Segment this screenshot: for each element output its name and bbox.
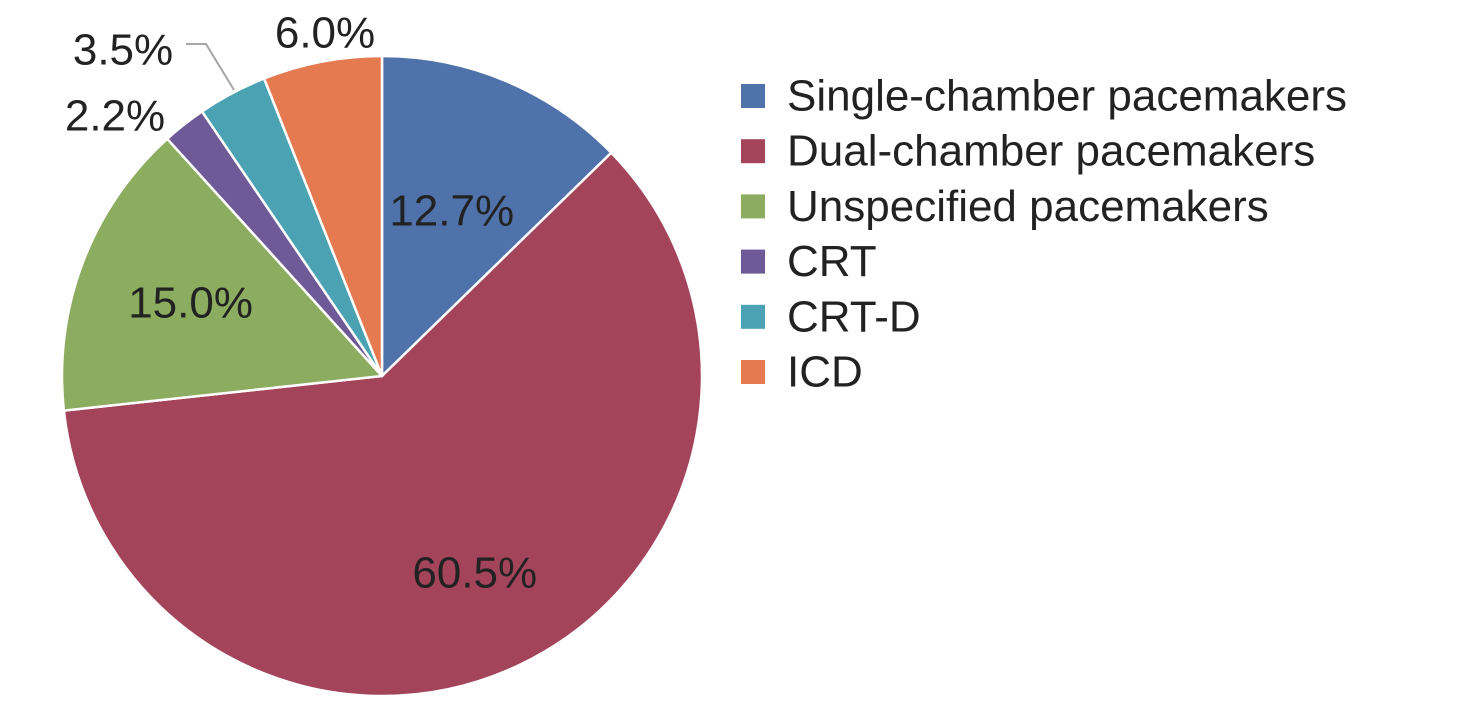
legend-item-dual-chamber-pacemakers: Dual-chamber pacemakers — [741, 127, 1315, 176]
data-label-crt-d: 3.5% — [73, 26, 173, 75]
legend-swatch-crt-d — [741, 304, 765, 329]
pie-slices — [60, 54, 704, 698]
legend-label-dual-chamber-pacemakers: Dual-chamber pacemakers — [787, 127, 1315, 176]
data-label-crt: 2.2% — [65, 92, 165, 141]
pie-slice-icd — [262, 54, 384, 378]
leader-lines — [186, 43, 235, 91]
legend: Single-chamber pacemakers Dual-chamber pa… — [741, 72, 1347, 397]
legend-label-unspecified-pacemakers: Unspecified pacemakers — [787, 182, 1269, 231]
data-label-single-chamber-pacemakers: 12.7% — [389, 186, 514, 235]
data-label-icd: 6.0% — [275, 9, 375, 58]
data-labels: 12.7% 60.5% 15.0% 2.2% 3.5% 6.0% — [65, 9, 537, 598]
legend-label-crt-d: CRT-D — [787, 292, 921, 341]
legend-swatch-icd — [741, 360, 765, 384]
legend-label-icd: ICD — [787, 348, 863, 397]
legend-item-crt-d: CRT-D — [741, 292, 921, 341]
legend-label-single-chamber-pacemakers: Single-chamber pacemakers — [787, 72, 1347, 121]
legend-item-icd: ICD — [741, 348, 863, 397]
legend-swatch-crt — [741, 249, 765, 274]
legend-swatch-unspecified-pacemakers — [741, 194, 765, 219]
legend-item-unspecified-pacemakers: Unspecified pacemakers — [741, 182, 1269, 231]
data-label-dual-chamber-pacemakers: 60.5% — [412, 548, 537, 597]
leader-line-crt-d — [186, 43, 235, 91]
legend-swatch-single-chamber-pacemakers — [741, 84, 765, 108]
legend-item-single-chamber-pacemakers: Single-chamber pacemakers — [741, 72, 1347, 121]
pie-slice-dual-chamber-pacemakers — [62, 151, 704, 698]
pie-slice-single-chamber-pacemakers — [380, 54, 613, 378]
data-label-unspecified-pacemakers: 15.0% — [128, 279, 253, 328]
legend-label-crt: CRT — [787, 237, 877, 286]
pie-slice-unspecified-pacemakers — [60, 137, 384, 412]
legend-item-crt: CRT — [741, 237, 877, 286]
legend-swatch-dual-chamber-pacemakers — [741, 139, 765, 164]
